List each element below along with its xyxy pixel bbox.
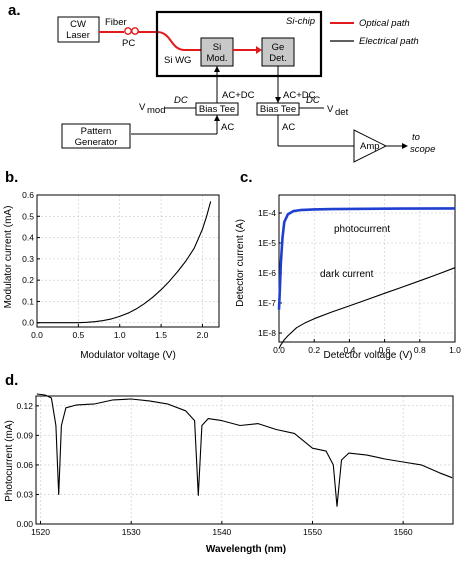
tick-label-y: 0.5 xyxy=(22,211,34,221)
tick-label-y: 0.4 xyxy=(22,233,34,243)
bias-tee-left-label: Bias Tee xyxy=(199,104,235,115)
optical-arrow-head xyxy=(256,46,262,54)
ac-left-label: AC xyxy=(221,122,234,133)
chart-modulator-iv: 0.0 0.5 1.0 1.5 2.0 0.0 0.1 0.2 0.3 0.4 0.5 0.6 xyxy=(22,190,220,340)
modulator-label-2: Mod. xyxy=(206,53,227,64)
si-chip-box xyxy=(155,10,323,78)
tick-label-y: 0.6 xyxy=(22,190,34,200)
legend-electrical-label: Electrical path xyxy=(359,36,419,47)
plot-frame xyxy=(35,395,454,525)
tick-label-y: 0.2 xyxy=(22,275,34,285)
tick-label-y: 1E-6 xyxy=(258,268,276,278)
acdc-mod-label: AC+DC xyxy=(222,90,255,101)
series-line xyxy=(37,201,212,324)
chart-c-series-dark-label: dark current xyxy=(320,269,374,280)
panel-label-d: d. xyxy=(5,372,18,389)
tick-label-x: 0.4 xyxy=(343,345,355,355)
bias-tee-right-label: Bias Tee xyxy=(260,104,296,115)
tick-label-y: 0.00 xyxy=(16,519,33,529)
modulator-box xyxy=(200,37,234,67)
plot-frame xyxy=(36,194,220,328)
vdet-label: V xyxy=(327,104,334,115)
tick-label-x: 1530 xyxy=(122,527,141,537)
series-line-dark-current xyxy=(278,267,456,349)
tick-label-y: 0.3 xyxy=(22,254,34,264)
acdc-det-label: AC+DC xyxy=(283,90,316,101)
detector-label-2: Det. xyxy=(269,53,286,64)
tick-label-x: 1.0 xyxy=(449,345,461,355)
tick-label-y: 1E-4 xyxy=(258,208,276,218)
chart-b-ylabel: Modulator current (mA) xyxy=(3,206,14,309)
amp-out-arrow xyxy=(402,143,408,149)
panel-label-b: b. xyxy=(5,169,18,186)
tick-label-x: 1560 xyxy=(394,527,413,537)
pc-loop-1 xyxy=(124,27,132,35)
tick-label-x: 0.2 xyxy=(308,345,320,355)
detector-box xyxy=(261,37,295,67)
tick-label-y: 1E-5 xyxy=(258,238,276,248)
tick-label-y: 0.1 xyxy=(22,296,34,306)
amplifier-label: Amp xyxy=(360,141,380,152)
tick-label-y: 0.09 xyxy=(16,430,33,440)
tick-label-x: 0.6 xyxy=(379,345,391,355)
chart-d-xlabel: Wavelength (nm) xyxy=(206,544,286,555)
chart-c-xlabel: Detector voltage (V) xyxy=(324,350,413,361)
chart-d-ylabel: Photocurrent (mA) xyxy=(4,420,15,502)
tick-label-y: 1E-7 xyxy=(258,298,276,308)
tick-label-x: 0.0 xyxy=(31,330,43,340)
tick-label-y: 1E-8 xyxy=(258,328,276,338)
laser-label-2: Laser xyxy=(66,30,90,41)
to-scope-label-2: scope xyxy=(410,144,435,155)
chart-b-xlabel: Modulator voltage (V) xyxy=(80,350,176,361)
chart-c-series-photocurrent-label: photocurrent xyxy=(334,224,390,235)
plot-frame xyxy=(278,194,456,343)
pc-label: PC xyxy=(122,38,135,49)
modulator-label-1: Si xyxy=(213,42,221,53)
tick-label-x: 2.0 xyxy=(197,330,209,340)
ac-right-label: AC xyxy=(282,122,295,133)
panel-label-c: c. xyxy=(240,169,253,186)
chart-photocurrent-spectrum: 1520 1530 1540 1550 1560 0.00 0.03 0.06 0.09 0.12 xyxy=(16,393,454,537)
vmod-label: V xyxy=(139,102,146,113)
laser-label-1: CW xyxy=(70,19,86,30)
si-wg-label: Si WG xyxy=(164,55,191,66)
vmod-sub: mod xyxy=(147,105,165,116)
tick-label-x: 0.5 xyxy=(72,330,84,340)
amplifier-triangle xyxy=(353,129,388,163)
si-chip-label: Si-chip xyxy=(286,16,315,27)
tick-label-y: 0.0 xyxy=(22,318,34,328)
series-line xyxy=(36,393,453,507)
dc-right-label: DC xyxy=(306,95,320,106)
detector-label-1: Ge xyxy=(272,42,285,53)
tick-label-x: 1.5 xyxy=(155,330,167,340)
tick-label-x: 1540 xyxy=(212,527,231,537)
tick-label-x: 0.8 xyxy=(414,345,426,355)
to-scope-label-1: to xyxy=(412,132,420,143)
fiber-label: Fiber xyxy=(105,17,127,28)
tick-label-y: 0.06 xyxy=(16,460,33,470)
mod-feed-arrow xyxy=(214,66,220,72)
chart-c-ylabel: Detector current (A) xyxy=(235,219,246,307)
panel-label-a: a. xyxy=(8,2,21,19)
ac-mod-arrow xyxy=(214,115,220,121)
tick-label-x: 1550 xyxy=(303,527,322,537)
pattern-generator-label-1: Pattern xyxy=(81,126,112,137)
tick-label-x: 1.0 xyxy=(114,330,126,340)
pattern-generator-label-2: Generator xyxy=(75,137,118,148)
pattern-generator-box xyxy=(61,123,131,149)
tick-label-y: 0.12 xyxy=(16,401,33,411)
tick-label-x: 0.0 xyxy=(273,345,285,355)
series-line-photocurrent xyxy=(277,207,456,310)
legend-optical-label: Optical path xyxy=(359,18,410,29)
det-feed-arrow xyxy=(275,97,281,103)
tick-label-y: 0.03 xyxy=(16,489,33,499)
chart-detector-iv: 0.0 0.2 0.4 0.6 0.8 1.0 1E-8 1E-7 1E-6 1E-5 1E-4 xyxy=(258,194,461,355)
waveguide-path-in xyxy=(138,31,201,51)
vdet-sub: det xyxy=(335,107,349,118)
pc-loop-2 xyxy=(131,27,139,35)
dc-left-label: DC xyxy=(174,95,188,106)
laser-box xyxy=(57,16,100,43)
tick-label-x: 1520 xyxy=(31,527,50,537)
